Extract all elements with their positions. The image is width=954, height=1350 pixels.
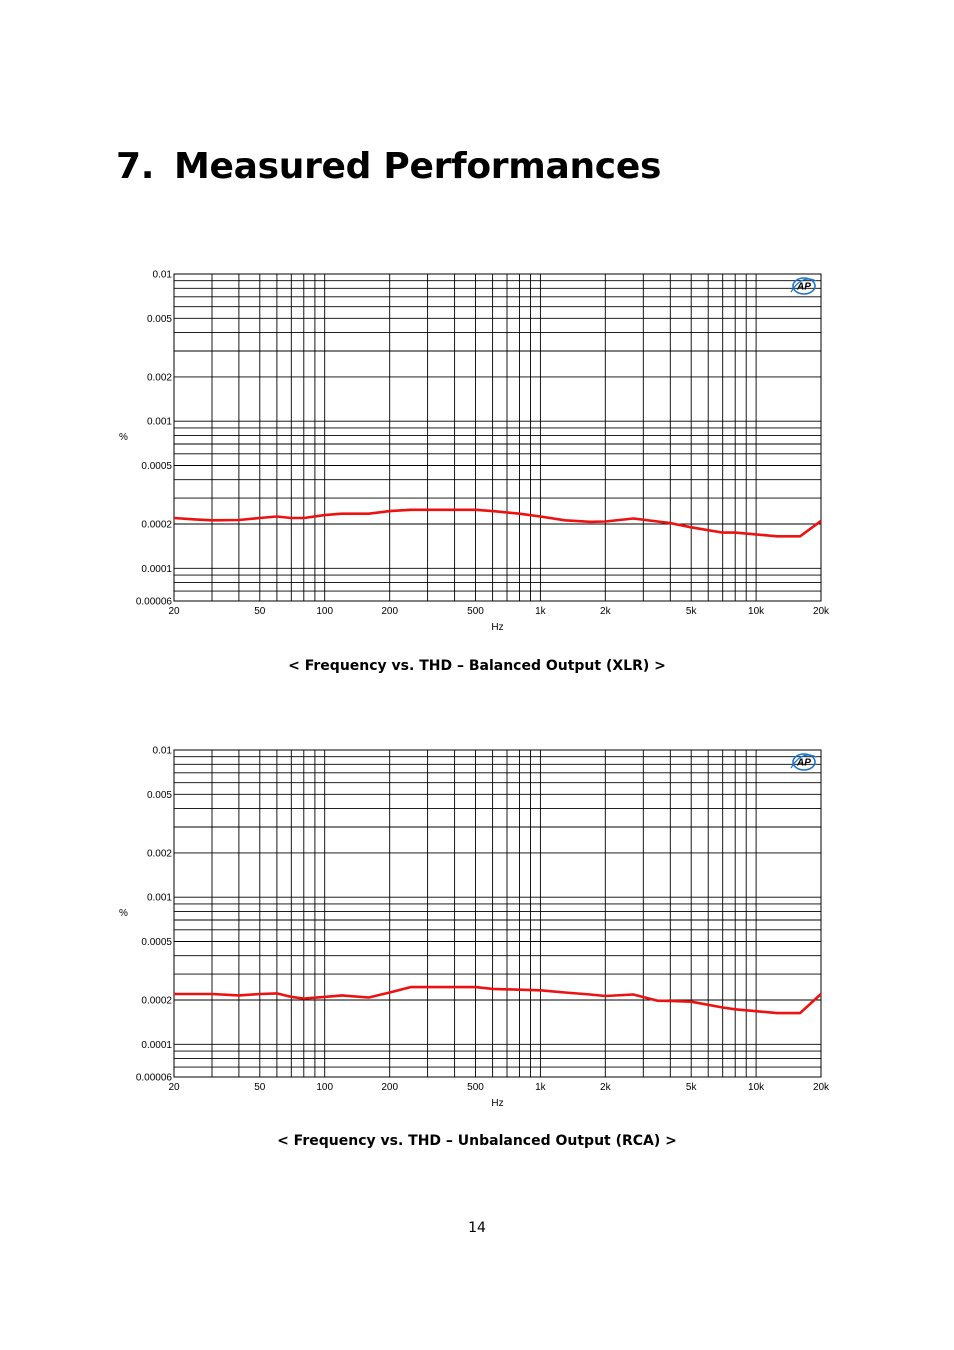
y-tick-label: 0.0001 — [141, 564, 172, 575]
x-tick-label: 50 — [254, 1082, 266, 1093]
x-axis-label: Hz — [491, 622, 503, 633]
section-heading: 7. Measured Performances — [116, 146, 661, 187]
thd-chart-balanced: 20 50 100 200 500 1k 2k 5k 10k 20k 0.01 0.005 0.002 0… — [110, 262, 840, 637]
ap-logo-icon: AP — [790, 753, 817, 771]
chart-svg: 20 50 100 200 500 1k 2k 5k 10k 20k 0.01 0.005 0.002 0… — [119, 270, 830, 634]
x-tick-label: 5k — [686, 1082, 698, 1093]
x-tick-label: 2k — [600, 1082, 612, 1093]
x-tick-label: 200 — [381, 1082, 398, 1093]
x-tick-label: 2k — [600, 606, 612, 617]
y-tick-label: 0.0005 — [141, 461, 172, 472]
section-title: Measured Performances — [174, 146, 662, 187]
thd-series-line — [174, 985, 822, 1015]
x-tick-label: 500 — [467, 606, 484, 617]
x-tick-label: 1k — [535, 606, 547, 617]
x-tick-label: 10k — [748, 1082, 765, 1093]
y-tick-label: 0.005 — [147, 314, 172, 325]
chart-svg: 20 50 100 200 500 1k 2k 5k 10k 20k 0.01 0.005 0.002 0… — [119, 746, 830, 1110]
y-tick-label: 0.01 — [153, 270, 173, 281]
x-tick-label: 100 — [316, 606, 333, 617]
y-tick-label: 0.002 — [147, 372, 172, 383]
ap-logo-text: AP — [796, 282, 811, 293]
y-tick-label: 0.001 — [147, 893, 172, 904]
x-tick-label: 200 — [381, 606, 398, 617]
section-number: 7. — [116, 146, 155, 187]
x-tick-label: 20k — [813, 1082, 830, 1093]
x-tick-label: 20 — [168, 1082, 180, 1093]
y-tick-label: 0.0001 — [141, 1040, 172, 1051]
y-tick-label: 0.01 — [153, 746, 173, 757]
ap-logo-text: AP — [796, 758, 811, 769]
x-tick-label: 20 — [168, 606, 180, 617]
x-tick-label: 20k — [813, 606, 830, 617]
y-tick-label: 0.0002 — [141, 520, 172, 531]
y-axis-label: % — [119, 432, 128, 443]
caption-balanced: < Frequency vs. THD – Balanced Output (X… — [288, 658, 666, 674]
y-tick-label: 0.002 — [147, 848, 172, 859]
thd-series-line — [173, 508, 822, 538]
chart-grid — [173, 749, 822, 1078]
y-tick-label: 0.00006 — [136, 1073, 173, 1084]
caption-unbalanced: < Frequency vs. THD – Unbalanced Output … — [277, 1133, 677, 1149]
x-tick-label: 100 — [316, 1082, 333, 1093]
x-tick-label: 500 — [467, 1082, 484, 1093]
x-tick-label: 50 — [254, 606, 266, 617]
plot-frame — [173, 273, 822, 602]
y-tick-label: 0.0002 — [141, 996, 172, 1007]
plot-frame — [173, 749, 822, 1078]
x-tick-label: 10k — [748, 606, 765, 617]
y-tick-label: 0.00006 — [136, 597, 173, 608]
y-tick-label: 0.0005 — [141, 937, 172, 948]
y-tick-label: 0.005 — [147, 790, 172, 801]
page-number: 14 — [468, 1220, 486, 1236]
x-tick-label: 1k — [535, 1082, 547, 1093]
thd-chart-unbalanced: 20 50 100 200 500 1k 2k 5k 10k 20k 0.01 0.005 0.002 0… — [110, 738, 840, 1113]
y-tick-label: 0.001 — [147, 417, 172, 428]
ap-logo-icon: AP — [790, 277, 817, 295]
chart-grid — [173, 273, 822, 602]
x-axis-label: Hz — [491, 1098, 503, 1109]
x-tick-label: 5k — [686, 606, 698, 617]
y-axis-label: % — [119, 908, 128, 919]
